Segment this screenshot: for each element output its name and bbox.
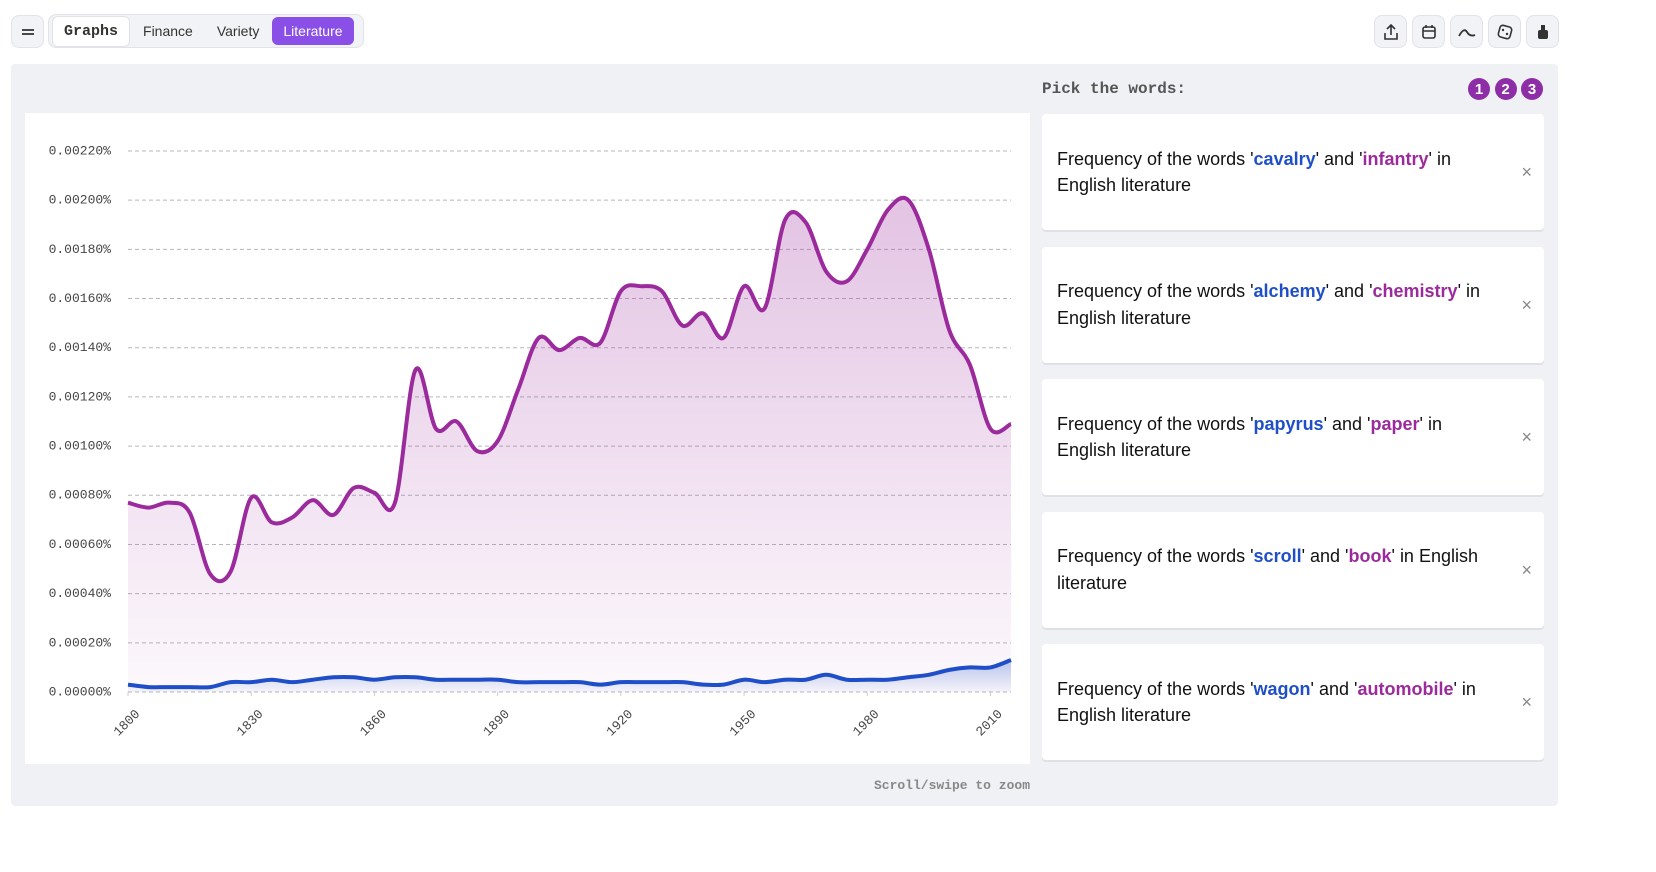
word-1: alchemy: [1253, 281, 1326, 301]
text: ' in English literature: [1057, 546, 1478, 593]
x-tick-label: 1890: [480, 707, 513, 740]
close-button[interactable]: ×: [1521, 691, 1532, 712]
word-card[interactable]: Frequency of the words 'alchemy' and 'ch…: [1042, 246, 1544, 363]
share-button[interactable]: [1374, 15, 1407, 48]
area-fill: [128, 660, 1011, 692]
word-card[interactable]: Frequency of the words 'papyrus' and 'pa…: [1042, 379, 1544, 495]
series-line: [127, 195, 1012, 584]
y-tick-label: 0.00220%: [49, 143, 112, 158]
word-2: automobile: [1357, 678, 1454, 699]
text: ' and ': [1325, 281, 1373, 301]
step-badge[interactable]: 1: [1468, 78, 1490, 100]
area-fill: [128, 197, 1011, 692]
calendar-button[interactable]: [1412, 15, 1445, 48]
word-1: wagon: [1253, 678, 1311, 699]
text: ' in English literature: [1057, 678, 1476, 726]
text: ' in English literature: [1057, 148, 1451, 196]
text: Frequency of the words ': [1057, 678, 1254, 699]
text: ' and ': [1323, 413, 1371, 434]
y-tick-label: 0.00120%: [49, 389, 112, 404]
word-2: chemistry: [1372, 281, 1458, 301]
tab[interactable]: Finance: [143, 23, 193, 39]
theme-button[interactable]: [1526, 15, 1559, 48]
text: ' and ': [1301, 546, 1349, 566]
y-tick-label: 0.00140%: [49, 340, 112, 355]
x-tick-label: 1950: [727, 707, 760, 740]
text: ' in English literature: [1057, 281, 1481, 328]
card-text: Frequency of the words 'wagon' and 'auto…: [1057, 676, 1484, 729]
word-2: book: [1348, 546, 1392, 566]
word-1: cavalry: [1253, 148, 1316, 169]
x-tick-label: 1800: [111, 707, 144, 740]
y-tick-label: 0.00040%: [49, 586, 112, 601]
step-badge[interactable]: 2: [1494, 78, 1517, 100]
menu-button[interactable]: [11, 15, 44, 48]
chart-card: 0.00000% 0.00020% 0.00040% 0.00060% 0.00080%…: [25, 113, 1030, 764]
tab-group: Graphs Finance Variety Literature: [48, 14, 364, 48]
text: ' and ': [1315, 148, 1363, 169]
y-tick-label: 0.00020%: [49, 635, 112, 650]
word-card[interactable]: Frequency of the words 'scroll' and 'boo…: [1042, 511, 1544, 628]
chart: 0.00000% 0.00020% 0.00040% 0.00060% 0.00080%…: [49, 143, 1012, 740]
y-tick-label: 0.00100%: [49, 439, 112, 454]
close-button[interactable]: ×: [1521, 161, 1532, 182]
word-2: paper: [1370, 413, 1420, 434]
series-line: [127, 658, 1012, 690]
y-tick-label: 0.00180%: [49, 242, 112, 257]
x-tick-label: 1860: [357, 707, 390, 740]
card-text: Frequency of the words 'scroll' and 'boo…: [1057, 543, 1484, 596]
x-tick-label: 1830: [234, 707, 267, 740]
chart-style-button[interactable]: [1450, 15, 1483, 48]
word-1: scroll: [1253, 546, 1302, 566]
x-tick-label: 1980: [850, 707, 883, 740]
word-2: infantry: [1362, 148, 1429, 169]
y-tick-label: 0.00160%: [49, 291, 112, 306]
close-button[interactable]: ×: [1521, 559, 1532, 580]
close-button[interactable]: ×: [1521, 294, 1532, 315]
word-card[interactable]: Frequency of the words 'wagon' and 'auto…: [1042, 644, 1544, 760]
text: Frequency of the words ': [1057, 148, 1254, 169]
text: ' and ': [1310, 678, 1358, 699]
y-tick-label: 0.00060%: [49, 537, 112, 552]
tab[interactable]: Literature: [272, 17, 354, 45]
tab[interactable]: Variety: [216, 23, 260, 39]
y-tick-label: 0.00200%: [49, 193, 112, 208]
x-tick-label: 1920: [603, 707, 636, 740]
text: Frequency of the words ': [1057, 281, 1254, 301]
x-tick-label: 2010: [973, 707, 1006, 740]
random-button[interactable]: [1488, 15, 1521, 48]
close-button[interactable]: ×: [1521, 426, 1532, 447]
tab[interactable]: Graphs: [52, 15, 131, 47]
card-text: Frequency of the words 'papyrus' and 'pa…: [1057, 411, 1484, 464]
y-tick-label: 0.00000%: [49, 684, 112, 699]
word-1: papyrus: [1253, 413, 1324, 434]
text: Frequency of the words ': [1057, 413, 1254, 434]
text: Frequency of the words ': [1057, 546, 1254, 566]
card-text: Frequency of the words 'cavalry' and 'in…: [1057, 146, 1484, 199]
zoom-hint: Scroll/swipe to zoom: [873, 778, 1030, 793]
word-card[interactable]: Frequency of the words 'cavalry' and 'in…: [1042, 114, 1544, 230]
step-badge[interactable]: 3: [1521, 78, 1543, 100]
y-tick-label: 0.00080%: [49, 488, 112, 503]
card-text: Frequency of the words 'alchemy' and 'ch…: [1057, 278, 1484, 331]
panel-heading: Pick the words:: [1042, 80, 1187, 98]
text: ' in English literature: [1057, 413, 1442, 461]
